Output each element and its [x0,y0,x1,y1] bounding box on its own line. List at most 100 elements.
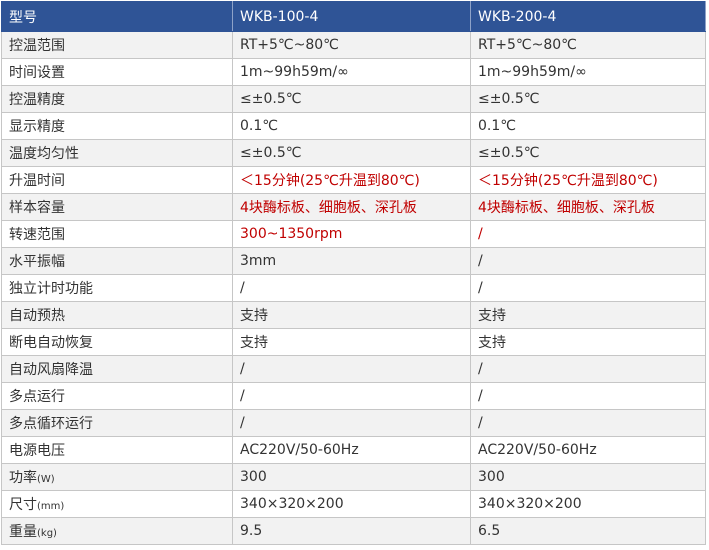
row-value: AC220V/50-60Hz [470,436,706,464]
table-row: 控温精度 ≤±0.5℃ ≤±0.5℃ [1,85,706,113]
row-value: 支持 [470,328,706,356]
table-row: 功率(W) 300 300 [1,463,706,491]
table-row: 水平振幅 3mm / [1,247,706,275]
row-value: / [232,409,471,437]
table-row: 控温范围 RT+5℃~80℃ RT+5℃~80℃ [1,31,706,59]
row-value: / [232,382,471,410]
table-row: 自动风扇降温 / / [1,355,706,383]
row-value: 3mm [232,247,471,275]
row-value: / [470,382,706,410]
row-label: 尺寸(mm) [1,490,233,518]
table-row: 多点运行 / / [1,382,706,410]
row-label-text: 温度均匀性 [9,146,79,162]
row-label-text: 多点循环运行 [9,416,93,432]
row-value: ＜15分钟(25℃升温到80℃) [232,166,471,194]
row-label: 温度均匀性 [1,139,233,167]
table-row: 温度均匀性 ≤±0.5℃ ≤±0.5℃ [1,139,706,167]
row-label: 自动预热 [1,301,233,329]
row-value: RT+5℃~80℃ [232,31,471,59]
table-row: 尺寸(mm) 340×320×200 340×320×200 [1,490,706,518]
row-unit: (mm) [37,501,65,512]
row-value: 300 [232,463,471,491]
row-label: 独立计时功能 [1,274,233,302]
row-value: ＜15分钟(25℃升温到80℃) [470,166,706,194]
row-label-text: 自动预热 [9,308,65,324]
row-label-text: 尺寸 [9,497,37,513]
table-row: 升温时间 ＜15分钟(25℃升温到80℃) ＜15分钟(25℃升温到80℃) [1,166,706,194]
row-value: RT+5℃~80℃ [470,31,706,59]
row-value: / [470,409,706,437]
header-model: WKB-200-4 [470,1,706,32]
row-label-text: 控温范围 [9,38,65,54]
row-label-text: 时间设置 [9,65,65,81]
row-label: 自动风扇降温 [1,355,233,383]
row-value: 6.5 [470,517,706,545]
row-label: 电源电压 [1,436,233,464]
row-label: 多点循环运行 [1,409,233,437]
table-row: 转速范围 300~1350rpm / [1,220,706,248]
row-value: 支持 [232,301,471,329]
table-header-row: 型号 WKB-100-4 WKB-200-4 [1,1,706,32]
row-value: 支持 [232,328,471,356]
row-value: 300 [470,463,706,491]
row-label-text: 多点运行 [9,389,65,405]
table-row: 重量(kg) 9.5 6.5 [1,517,706,545]
row-label: 多点运行 [1,382,233,410]
row-label-text: 控温精度 [9,92,65,108]
row-label: 转速范围 [1,220,233,248]
row-value: 0.1℃ [470,112,706,140]
row-label-text: 电源电压 [9,443,65,459]
row-label-text: 显示精度 [9,119,65,135]
row-label: 控温范围 [1,31,233,59]
row-value: 0.1℃ [232,112,471,140]
table-row: 电源电压 AC220V/50-60Hz AC220V/50-60Hz [1,436,706,464]
row-label: 重量(kg) [1,517,233,545]
header-label: 型号 [1,1,233,32]
row-label-text: 自动风扇降温 [9,362,93,378]
row-label: 功率(W) [1,463,233,491]
table-row: 多点循环运行 / / [1,409,706,437]
row-unit: (kg) [37,528,57,539]
row-label: 控温精度 [1,85,233,113]
row-label-text: 独立计时功能 [9,281,93,297]
row-value: ≤±0.5℃ [470,85,706,113]
row-unit: (W) [37,474,55,485]
row-value: / [470,274,706,302]
row-value: 300~1350rpm [232,220,471,248]
row-label: 样本容量 [1,193,233,221]
row-label-text: 断电自动恢复 [9,335,93,351]
row-label: 水平振幅 [1,247,233,275]
row-value: 支持 [470,301,706,329]
row-value: AC220V/50-60Hz [232,436,471,464]
row-value: 9.5 [232,517,471,545]
row-value: ≤±0.5℃ [232,85,471,113]
row-label-text: 水平振幅 [9,254,65,270]
row-label: 时间设置 [1,58,233,86]
row-value: / [470,247,706,275]
row-value: 340×320×200 [232,490,471,518]
row-label: 断电自动恢复 [1,328,233,356]
table-row: 时间设置 1m~99h59m/∞ 1m~99h59m/∞ [1,58,706,86]
table-row: 样本容量 4块酶标板、细胞板、深孔板 4块酶标板、细胞板、深孔板 [1,193,706,221]
row-value: ≤±0.5℃ [470,139,706,167]
row-label-text: 重量 [9,524,37,540]
table-row: 自动预热 支持 支持 [1,301,706,329]
table-row: 独立计时功能 / / [1,274,706,302]
row-value: 4块酶标板、细胞板、深孔板 [232,193,471,221]
row-value: / [232,274,471,302]
row-label: 升温时间 [1,166,233,194]
row-label-text: 升温时间 [9,173,65,189]
row-label: 显示精度 [1,112,233,140]
table-row: 显示精度 0.1℃ 0.1℃ [1,112,706,140]
row-value: / [470,355,706,383]
header-model: WKB-100-4 [232,1,471,32]
row-value: / [470,220,706,248]
row-value: 1m~99h59m/∞ [470,58,706,86]
row-value: 1m~99h59m/∞ [232,58,471,86]
row-value: 4块酶标板、细胞板、深孔板 [470,193,706,221]
row-label-text: 转速范围 [9,227,65,243]
row-label-text: 样本容量 [9,200,65,216]
table-row: 断电自动恢复 支持 支持 [1,328,706,356]
row-value: 340×320×200 [470,490,706,518]
